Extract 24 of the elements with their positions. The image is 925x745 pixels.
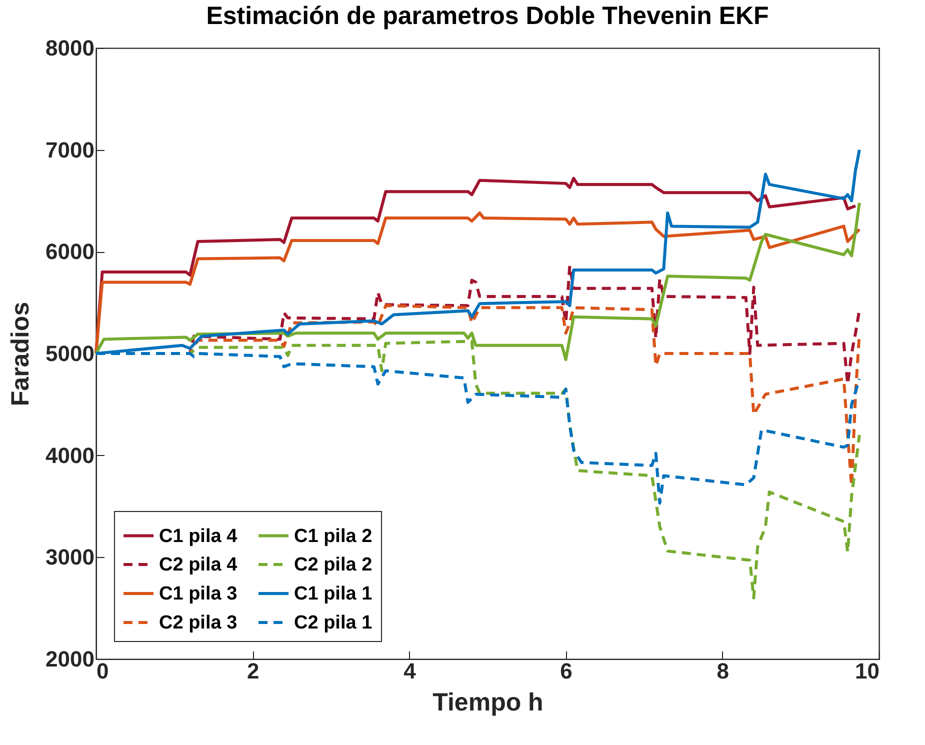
x-tick-label: 2 — [246, 658, 260, 684]
legend-label: C2 pila 2 — [294, 554, 372, 576]
y-tick-label: 4000 — [46, 442, 94, 468]
legend-label: C1 pila 1 — [294, 584, 373, 604]
x-tick-label: 6 — [560, 658, 572, 684]
chart-title: Estimación de parametros Doble Thevenin EKF — [206, 2, 769, 30]
x-tick-label: 0 — [96, 658, 109, 684]
legend-label: C1 pila 2 — [294, 526, 372, 547]
y-tick-label: 7000 — [46, 137, 94, 162]
y-tick-label: 3000 — [46, 544, 94, 570]
x-tick-label: 8 — [716, 658, 730, 684]
x-axis-title: Tiempo h — [432, 688, 544, 716]
x-tick-label: 10 — [855, 658, 880, 684]
legend-label: C1 pila 3 — [159, 584, 238, 604]
legend-label: C2 pila 4 — [159, 554, 238, 576]
y-tick-label: 6000 — [46, 239, 94, 264]
x-tick-label: 4 — [404, 658, 417, 684]
y-axis-title: Faradios — [6, 302, 35, 406]
y-tick-label: 5000 — [46, 341, 94, 366]
legend-label: C2 pila 1 — [294, 612, 373, 634]
y-tick-label: 2000 — [46, 646, 94, 672]
legend-label: C1 pila 4 — [159, 526, 238, 547]
legend-label: C2 pila 3 — [159, 612, 238, 634]
y-tick-label: 8000 — [46, 36, 94, 60]
